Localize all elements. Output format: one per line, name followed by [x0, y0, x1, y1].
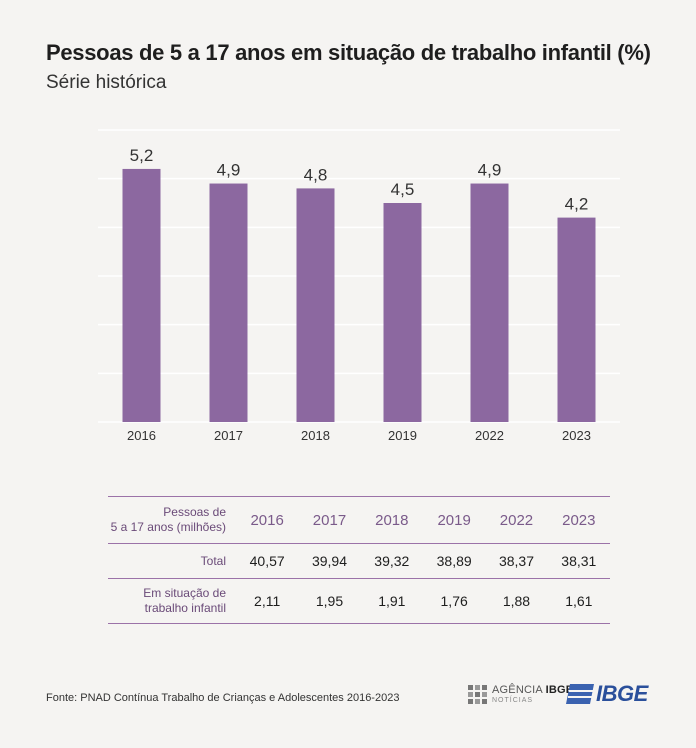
bar [383, 203, 422, 422]
source-note: Fonte: PNAD Contínua Trabalho de Criança… [46, 692, 400, 704]
table-cell: 38,37 [485, 543, 548, 579]
bar [209, 183, 248, 422]
agencia-grid-icon [468, 685, 487, 704]
ibge-mark-icon [566, 684, 594, 704]
data-table: Pessoas de 5 a 17 anos (milhões) 2016 2017 2… [108, 496, 610, 624]
bar-value-label: 4,5 [391, 180, 415, 199]
x-tick-label: 2019 [388, 428, 417, 443]
table-row: Em situação de trabalho infantil 2,11 1,95 1… [108, 578, 610, 624]
agencia-name: AGÊNCIA IBGE [492, 684, 574, 696]
table-year-header: 2017 [298, 496, 361, 544]
bar-value-label: 4,9 [217, 161, 241, 180]
table-header-row: Pessoas de 5 a 17 anos (milhões) 2016 2017 2… [108, 496, 610, 544]
bar-value-label: 5,2 [130, 146, 154, 165]
table-row-label: Total [108, 543, 236, 579]
table-year-header: 2019 [422, 496, 486, 544]
table-cell: 1,88 [485, 578, 548, 624]
table-cell: 1,76 [422, 578, 486, 624]
bar [557, 217, 596, 422]
table-year-header: 2016 [236, 496, 299, 544]
chart-title: Pessoas de 5 a 17 anos em situação de tr… [46, 40, 651, 65]
x-tick-label: 2018 [301, 428, 330, 443]
bar [122, 168, 161, 422]
table-row: Total 40,57 39,94 39,32 38,89 38,37 38,31 [108, 543, 610, 579]
bar-value-label: 4,8 [304, 165, 328, 184]
table-header-label: Pessoas de 5 a 17 anos (milhões) [108, 496, 236, 544]
agencia-ibge-logo[interactable]: AGÊNCIA IBGE NOTÍCIAS [468, 682, 573, 708]
bar [296, 188, 335, 422]
table-cell: 1,61 [547, 578, 610, 624]
table-cell: 40,57 [236, 543, 299, 579]
table-year-header: 2018 [360, 496, 423, 544]
bar-value-label: 4,2 [565, 195, 589, 214]
x-tick-label: 2022 [475, 428, 504, 443]
table-cell: 2,11 [236, 578, 299, 624]
table-cell: 39,94 [298, 543, 361, 579]
bar-chart: 5,2 2016 4,9 2017 4,8 2018 4,5 2019 4,9 2022 4,2 20… [98, 129, 620, 443]
x-tick-label: 2017 [214, 428, 243, 443]
table-cell: 1,91 [360, 578, 423, 624]
table-cell: 1,95 [298, 578, 361, 624]
x-tick-label: 2016 [127, 428, 156, 443]
table-cell: 39,32 [360, 543, 423, 579]
table-row-label: Em situação de trabalho infantil [108, 578, 236, 624]
x-tick-label: 2023 [562, 428, 591, 443]
bar-value-label: 4,9 [478, 161, 502, 180]
table-cell: 38,89 [422, 543, 486, 579]
table-cell: 38,31 [547, 543, 610, 579]
agencia-sub: NOTÍCIAS [492, 697, 534, 704]
table-year-header: 2023 [547, 496, 610, 544]
ibge-wordmark: IBGE [596, 681, 648, 706]
ibge-logo[interactable]: IBGE [566, 680, 656, 708]
table-year-header: 2022 [485, 496, 548, 544]
chart-subtitle: Série histórica [46, 72, 167, 93]
bar [470, 183, 509, 422]
